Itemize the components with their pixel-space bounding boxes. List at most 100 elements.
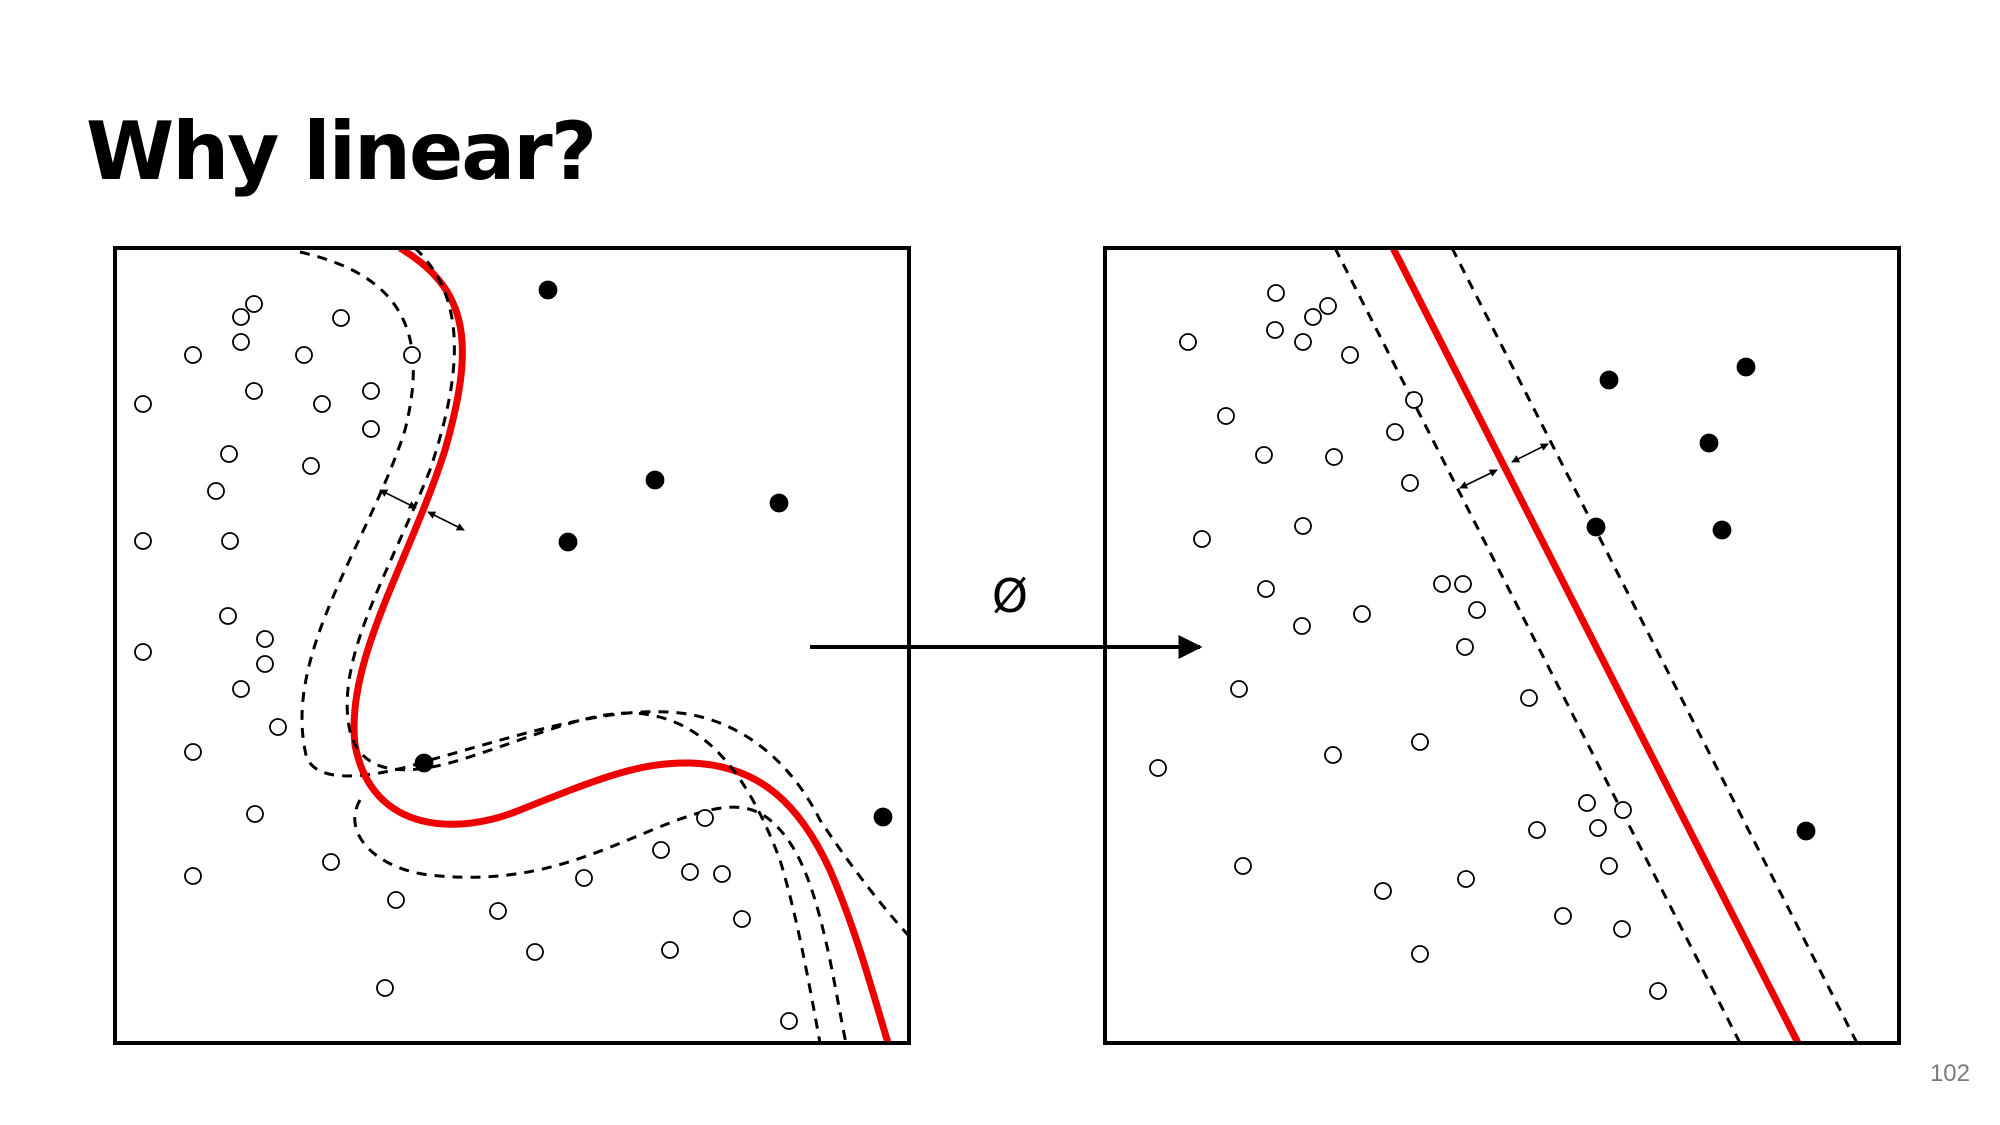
right-open-point [1193,530,1211,548]
right-open-point [1433,575,1451,593]
right-open-point [1589,819,1607,837]
right-open-point [1293,617,1311,635]
right-open-point [1325,448,1343,466]
left-margin-lower [345,248,822,1043]
right-filled-point [1586,517,1606,537]
right-open-point [1324,746,1342,764]
right-margin-width-arrow-a [1459,469,1498,489]
feature-space-frame [1103,246,1901,1045]
left-open-point [232,680,250,698]
left-open-point [696,809,714,827]
left-open-point [269,718,287,736]
left-open-point [780,1012,798,1030]
right-open-point [1230,680,1248,698]
left-open-point [232,333,250,351]
left-margin-upper [299,250,909,937]
left-open-point [313,395,331,413]
right-open-point [1457,870,1475,888]
right-open-point [1255,446,1273,464]
left-open-point [362,382,380,400]
right-open-point [1456,638,1474,656]
left-open-point [256,655,274,673]
right-open-point [1613,920,1631,938]
right-open-point [1411,733,1429,751]
feature-space-panel [1103,246,1901,1045]
right-filled-point [1796,821,1816,841]
right-open-point [1520,689,1538,707]
left-open-point [245,382,263,400]
right-open-point [1374,882,1392,900]
right-open-point [1578,794,1596,812]
right-margin-left [1333,248,1742,1043]
left-margin-width-arrow-a [379,489,417,509]
left-open-point [134,395,152,413]
left-margin-width-arrow-b [427,511,465,531]
left-open-point [232,308,250,326]
right-decision-boundary [1389,248,1802,1043]
right-open-point [1294,517,1312,535]
right-open-point [1149,759,1167,777]
right-open-point [1614,801,1632,819]
right-open-point [1353,605,1371,623]
right-open-point [1179,333,1197,351]
left-open-point [134,532,152,550]
right-filled-point [1699,433,1719,453]
left-open-point [134,643,152,661]
left-open-point [376,979,394,997]
right-filled-point [1736,357,1756,377]
left-open-point [207,482,225,500]
right-open-point [1554,907,1572,925]
left-open-point [245,295,263,313]
right-open-point [1468,601,1486,619]
left-open-point [221,532,239,550]
left-open-point [681,863,699,881]
left-open-point [219,607,237,625]
left-open-point [526,943,544,961]
right-open-point [1257,580,1275,598]
left-open-point [733,910,751,928]
left-open-point [652,841,670,859]
left-open-point [713,865,731,883]
page-number: 102 [1929,1060,1970,1087]
left-open-point [387,891,405,909]
right-open-point [1454,575,1472,593]
right-margin-width-arrow-b [1511,443,1549,463]
right-open-point [1411,945,1429,963]
right-open-point [1401,474,1419,492]
left-open-point [332,309,350,327]
left-open-point [362,420,380,438]
right-margin-right [1450,248,1859,1043]
right-open-point [1649,982,1667,1000]
left-point-cloud [134,280,893,1030]
left-open-point [403,346,421,364]
right-open-point [1266,321,1284,339]
left-open-point [661,941,679,959]
right-open-point [1304,308,1322,326]
right-open-point [1386,423,1404,441]
right-open-point [1405,391,1423,409]
left-filled-point [769,493,789,513]
phi-label: Ø [992,569,1028,623]
right-open-point [1319,297,1337,315]
left-open-point [184,867,202,885]
right-open-point [1234,857,1252,875]
left-filled-point [538,280,558,300]
right-open-point [1600,857,1618,875]
left-open-point [246,805,264,823]
input-space-frame [113,246,911,1045]
right-open-point [1294,333,1312,351]
right-filled-point [1712,520,1732,540]
left-open-point [322,853,340,871]
feature-map-arrow: Ø [810,569,1203,659]
right-point-cloud [1149,284,1816,1000]
left-open-point [184,346,202,364]
left-filled-point [558,532,578,552]
left-open-point [220,445,238,463]
right-open-point [1341,346,1359,364]
right-open-point [1267,284,1285,302]
left-decision-boundary [350,248,892,1043]
left-open-point [295,346,313,364]
left-open-point [184,743,202,761]
